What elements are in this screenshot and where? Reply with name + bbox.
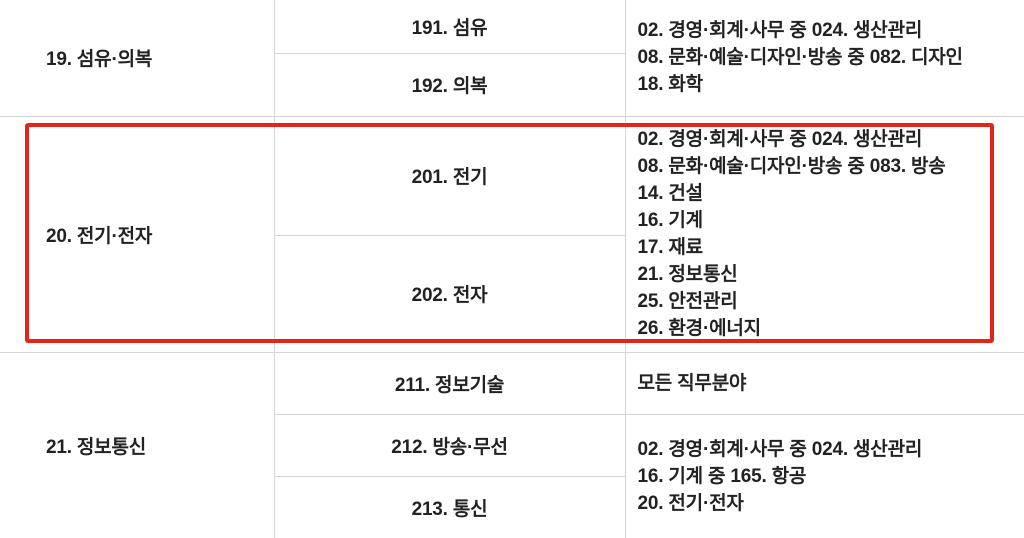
row-211: 21. 정보통신 211. 정보기술 모든 직무분야 xyxy=(0,351,1024,538)
subcategory-cell-192: 192. 의복 xyxy=(273,52,626,117)
row-192: 192. 의복 xyxy=(0,52,1024,117)
row-201: 20. 전기·전자 201. 전기 02. 경영·회계·사무 중 024. 생산… xyxy=(0,115,1024,353)
related-field-line: 25. 안전관리 xyxy=(637,291,738,312)
related-field-line: 17. 재료 xyxy=(637,237,704,258)
related-field-line: 08. 문화·예술·디자인·방송 중 082. 디자인 xyxy=(637,47,964,69)
related-fields-cell-20: 02. 경영·회계·사무 중 024. 생산관리 08. 문화·예술·디자인·방… xyxy=(624,115,1024,353)
related-field-line: 21. 정보통신 xyxy=(637,264,738,285)
related-field-line: 02. 경영·회계·사무 중 024. 생산관리 xyxy=(637,129,923,150)
subcategory-cell-212: 212. 방송·무선 xyxy=(273,413,626,477)
subcategory-label-212: 212. 방송·무선 xyxy=(391,436,508,458)
related-fields-cell-211: 모든 직무분야 xyxy=(624,351,1024,415)
subcategory-cell-211: 211. 정보기술 xyxy=(273,351,626,415)
related-field-line: 02. 경영·회계·사무 중 024. 생산관리 xyxy=(637,20,923,42)
row-191: 19. 섬유·의복 191. 섬유 02. 경영·회계·사무 중 024. 생산… xyxy=(0,0,1024,117)
related-field-line: 08. 문화·예술·디자인·방송 중 083. 방송 xyxy=(637,156,946,177)
related-field-line: 16. 기계 중 165. 항공 xyxy=(637,465,807,487)
related-field-line: 02. 경영·회계·사무 중 024. 생산관리 xyxy=(637,438,923,460)
related-field-line: 18. 화학 xyxy=(637,74,704,96)
related-field-line: 16. 기계 xyxy=(637,210,704,231)
subcategory-cell-202: 202. 전자 xyxy=(273,234,626,353)
category-label-19: 19. 섬유·의복 xyxy=(46,49,153,71)
related-fields-cell-19: 02. 경영·회계·사무 중 024. 생산관리 08. 문화·예술·디자인·방… xyxy=(624,0,1024,117)
related-field-line: 26. 환경·에너지 xyxy=(637,318,762,339)
category-label-20: 20. 전기·전자 xyxy=(46,225,153,247)
subcategory-label-192: 192. 의복 xyxy=(411,76,488,97)
row-202: 202. 전자 xyxy=(0,234,1024,353)
subcategory-cell-191: 191. 섬유 xyxy=(273,0,626,54)
subcategory-label-201: 201. 전기 xyxy=(411,167,488,188)
row-212: 212. 방송·무선 02. 경영·회계·사무 중 024. 생산관리 16. … xyxy=(0,413,1024,538)
subcategory-label-191: 191. 섬유 xyxy=(411,17,488,39)
related-fields-cell-212-213: 02. 경영·회계·사무 중 024. 생산관리 16. 기계 중 165. 항… xyxy=(624,413,1024,538)
category-cell-19: 19. 섬유·의복 xyxy=(0,0,275,117)
subcategory-cell-201: 201. 전기 xyxy=(273,115,626,236)
subcategory-label-213: 213. 통신 xyxy=(411,498,488,520)
related-field-line: 14. 건설 xyxy=(637,183,704,204)
subcategory-cell-213: 213. 통신 xyxy=(273,475,626,538)
category-cell-21: 21. 정보통신 xyxy=(0,351,275,538)
category-cell-20: 20. 전기·전자 xyxy=(0,115,275,353)
subcategory-label-211: 211. 정보기술 xyxy=(394,374,505,396)
related-field-line: 모든 직무분야 xyxy=(637,372,747,394)
subcategory-label-202: 202. 전자 xyxy=(411,285,488,306)
related-field-line: 20. 전기·전자 xyxy=(637,492,744,514)
row-213: 213. 통신 xyxy=(0,475,1024,538)
category-label-21: 21. 정보통신 xyxy=(46,436,147,458)
